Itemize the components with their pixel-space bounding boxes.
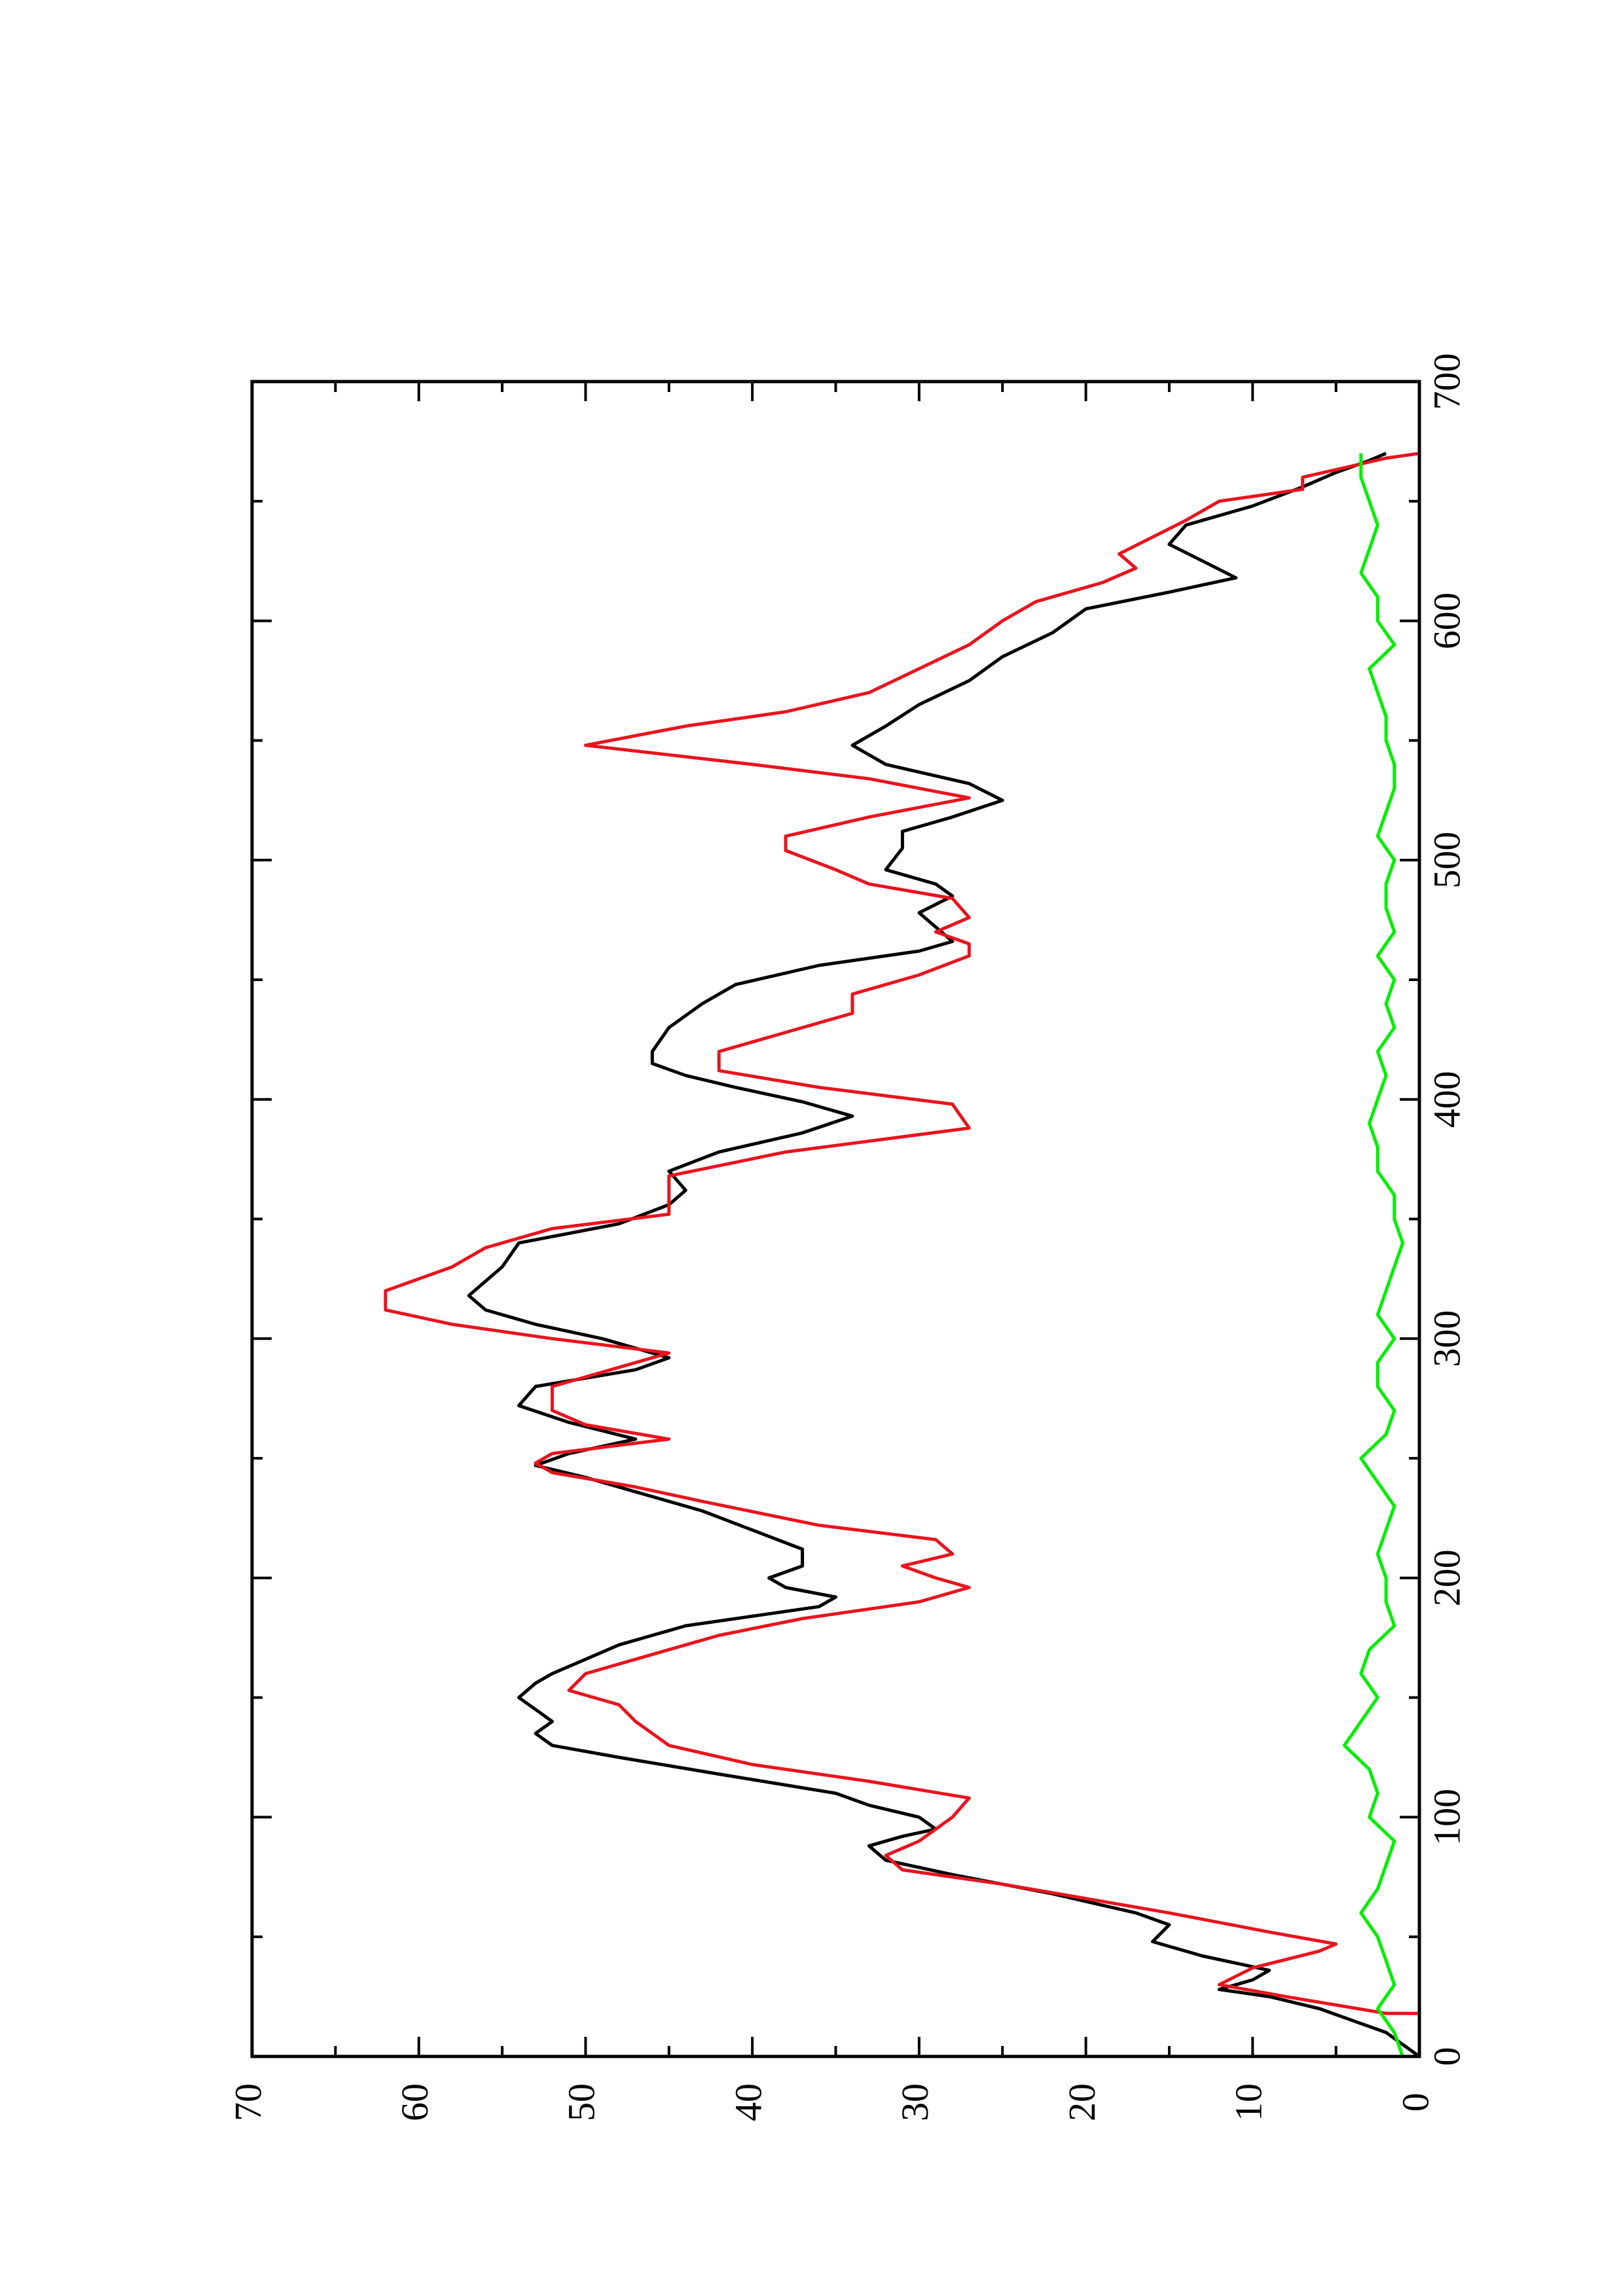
series-layer bbox=[384, 452, 1421, 2058]
x-tick-label: 300 bbox=[1425, 1310, 1468, 1367]
y-tick-label: 30 bbox=[894, 2083, 936, 2121]
y-tick-label: 50 bbox=[560, 2083, 603, 2121]
series-line-1 bbox=[467, 452, 1421, 2058]
plot-frame bbox=[250, 380, 1421, 2058]
x-tick-label: 0 bbox=[1425, 2047, 1468, 2066]
x-tick-label: 400 bbox=[1425, 1071, 1468, 1128]
y-tick-label: 60 bbox=[393, 2083, 436, 2121]
y-tick-label: 10 bbox=[1228, 2083, 1270, 2121]
x-tick-label: 600 bbox=[1425, 592, 1468, 649]
x-tick-label: 100 bbox=[1425, 1789, 1468, 1846]
y-tick-label: 70 bbox=[227, 2083, 269, 2121]
x-tick-label: 500 bbox=[1425, 832, 1468, 889]
x-tick-label: 200 bbox=[1425, 1549, 1468, 1606]
y-tick-label: 0 bbox=[1394, 2093, 1436, 2112]
axes: 0 100 200 300 400 500 600 700 0 10 20 30 40 50 60 70 bbox=[227, 353, 1468, 2122]
series-line-3 bbox=[1342, 453, 1404, 2057]
y-tick-label: 40 bbox=[727, 2083, 769, 2121]
y-tick-label: 20 bbox=[1061, 2083, 1103, 2121]
x-tick-label: 700 bbox=[1425, 353, 1468, 410]
series-line-2 bbox=[384, 452, 1421, 2056]
